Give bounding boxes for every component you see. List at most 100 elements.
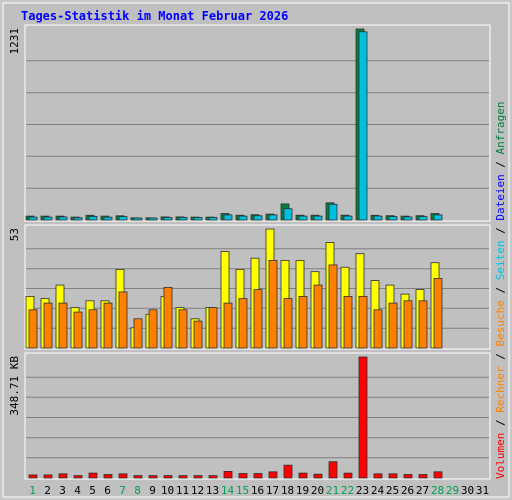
bar-besuche-11 <box>178 309 188 349</box>
x-tick-label: 26 <box>401 484 414 497</box>
bar-dateien-6 <box>103 216 113 221</box>
bar-dateien-21 <box>328 203 338 221</box>
x-tick-label: 1 <box>29 484 36 497</box>
bar-dateien-12 <box>193 217 203 221</box>
bar-dateien-25 <box>388 216 398 221</box>
bar-dateien-7 <box>118 216 128 221</box>
bar-besuche-14 <box>223 302 233 349</box>
legend-item-dateien: Dateien <box>494 174 507 220</box>
bar-dateien-22 <box>343 215 353 221</box>
x-tick-label: 24 <box>371 484 385 497</box>
bar-dateien-18 <box>283 208 293 221</box>
x-tick-label: 22 <box>341 484 354 497</box>
x-tick-label: 31 <box>476 484 489 497</box>
side-legend-text: Volumen / Rechner / Besuche / Seiten / D… <box>494 101 507 479</box>
x-tick-label: 13 <box>206 484 219 497</box>
bar-besuche-4 <box>73 311 83 349</box>
panel-background <box>24 24 491 222</box>
bar-volumen-5 <box>88 472 98 479</box>
bar-volumen-22 <box>343 472 353 479</box>
legend-separator: / <box>494 413 507 433</box>
bar-dateien-17 <box>268 214 278 221</box>
bar-besuche-19 <box>298 295 308 349</box>
bar-dateien-20 <box>313 215 323 221</box>
bar-volumen-21 <box>328 461 338 479</box>
x-tick-label: 17 <box>266 484 279 497</box>
legend-item-seiten: Seiten <box>494 241 507 281</box>
x-tick-label: 3 <box>59 484 66 497</box>
bar-volumen-20 <box>313 473 323 479</box>
legend-separator: / <box>494 280 507 300</box>
bar-dateien-19 <box>298 215 308 221</box>
bar-besuche-23 <box>358 295 368 349</box>
x-tick-label: 30 <box>461 484 474 497</box>
panel-max-label: 1231 <box>8 28 21 55</box>
bar-volumen-28 <box>433 471 443 479</box>
x-tick-label: 21 <box>326 484 339 497</box>
bar-dateien-10 <box>163 217 173 221</box>
x-tick-label: 11 <box>176 484 189 497</box>
bar-dateien-13 <box>208 217 218 221</box>
x-tick-label: 25 <box>386 484 399 497</box>
x-tick-label: 18 <box>281 484 294 497</box>
bar-volumen-3 <box>58 473 68 479</box>
x-tick-label: 20 <box>311 484 324 497</box>
x-tick-label: 2 <box>44 484 51 497</box>
bar-dateien-8 <box>133 217 143 221</box>
bar-dateien-9 <box>148 217 158 221</box>
bar-besuche-25 <box>388 302 398 349</box>
legend-separator: / <box>494 221 507 241</box>
x-axis-labels: 1 2 3 4 5 6 7 8 9 10 11 12 13 14 15 16 17 18 19 20 21 22 23 24 2… <box>29 484 489 497</box>
bar-besuche-2 <box>43 302 53 349</box>
bar-dateien-4 <box>73 217 83 221</box>
legend-separator: / <box>494 154 507 174</box>
bar-volumen-12 <box>193 475 203 479</box>
bar-besuche-1 <box>28 309 38 349</box>
bar-besuche-21 <box>328 264 338 349</box>
bar-besuche-8 <box>133 318 143 349</box>
x-tick-label: 10 <box>161 484 174 497</box>
bar-dateien-3 <box>58 216 68 221</box>
x-tick-label: 16 <box>251 484 264 497</box>
bar-volumen-4 <box>73 475 83 479</box>
bar-volumen-27 <box>418 474 428 479</box>
bar-volumen-14 <box>223 470 233 479</box>
bar-besuche-18 <box>283 298 293 349</box>
bar-volumen-8 <box>133 475 143 479</box>
bar-dateien-2 <box>43 216 53 221</box>
x-tick-label: 19 <box>296 484 309 497</box>
x-tick-label: 4 <box>74 484 81 497</box>
bar-besuche-13 <box>208 307 218 349</box>
x-tick-label: 8 <box>134 484 141 497</box>
bar-volumen-24 <box>373 473 383 479</box>
bar-dateien-15 <box>238 215 248 221</box>
bar-dateien-16 <box>253 215 263 221</box>
bar-volumen-17 <box>268 471 278 479</box>
bar-volumen-1 <box>28 474 38 479</box>
bar-volumen-16 <box>253 473 263 479</box>
side-legend: Volumen / Rechner / Besuche / Seiten / D… <box>494 101 507 479</box>
x-tick-label: 14 <box>221 484 235 497</box>
panel-background <box>24 352 491 480</box>
bar-dateien-14 <box>223 214 233 221</box>
bar-dateien-28 <box>433 214 443 221</box>
bar-volumen-11 <box>178 475 188 479</box>
bar-dateien-27 <box>418 216 428 221</box>
legend-item-besuche: Besuche <box>494 300 507 346</box>
bar-besuche-24 <box>373 309 383 349</box>
panel-requests-files: 1231 <box>8 24 491 222</box>
bar-besuche-17 <box>268 259 278 349</box>
legend-item-rechner: Rechner <box>494 366 507 413</box>
x-tick-label: 7 <box>119 484 126 497</box>
panel-max-label: 348.71 KB <box>8 356 21 416</box>
x-tick-label: 23 <box>356 484 369 497</box>
bar-volumen-7 <box>118 473 128 479</box>
bar-volumen-15 <box>238 473 248 479</box>
bar-dateien-23 <box>358 31 368 221</box>
bar-besuche-10 <box>163 286 173 349</box>
bar-besuche-20 <box>313 284 323 349</box>
bar-besuche-15 <box>238 298 248 349</box>
bar-dateien-24 <box>373 215 383 221</box>
